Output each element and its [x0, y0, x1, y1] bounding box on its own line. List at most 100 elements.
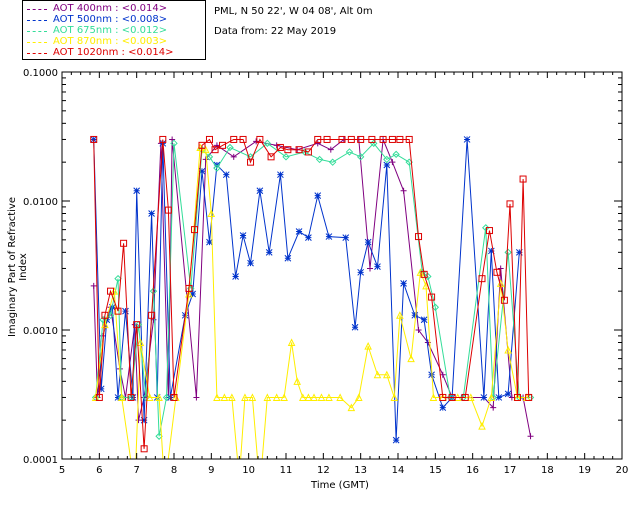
x-tick-label: 17 — [504, 465, 517, 476]
data-point — [253, 138, 260, 145]
data-point — [364, 238, 372, 246]
data-point — [97, 385, 105, 393]
legend-swatch — [27, 41, 47, 43]
data-point — [374, 263, 381, 270]
data-point — [149, 287, 158, 295]
data-point — [239, 232, 247, 239]
data-point — [106, 311, 115, 320]
data-point — [110, 287, 119, 295]
data-point — [213, 142, 220, 149]
data-point — [405, 135, 413, 143]
legend-swatch — [27, 19, 47, 21]
data-point — [114, 274, 122, 283]
data-point — [448, 393, 456, 401]
data-point — [198, 167, 206, 175]
data-point — [166, 394, 174, 401]
data-point — [162, 485, 168, 491]
data-point — [293, 377, 302, 385]
y-tick-label: 0.0100 — [23, 197, 58, 208]
data-point — [487, 393, 496, 401]
legend-label: AOT 1020nm : <0.014> — [53, 47, 174, 58]
data-point — [480, 394, 488, 401]
data-point — [415, 233, 423, 241]
data-point — [357, 268, 365, 276]
x-tick-label: 7 — [133, 465, 139, 476]
data-point — [338, 135, 346, 143]
data-point — [354, 393, 363, 401]
series-line — [95, 142, 531, 437]
data-point — [478, 421, 486, 430]
legend-swatch — [27, 52, 47, 54]
data-point — [487, 247, 495, 255]
legend-item: AOT 500nm : <0.008> — [27, 14, 167, 26]
data-point — [248, 393, 257, 401]
data-point — [519, 175, 527, 183]
data-point — [114, 394, 122, 401]
data-point — [482, 224, 490, 232]
x-tick-label: 20 — [616, 465, 629, 476]
data-point — [400, 279, 407, 287]
data-point — [345, 148, 354, 156]
data-point — [170, 139, 178, 148]
data-point — [485, 227, 493, 235]
x-tick-label: 13 — [354, 465, 367, 476]
legend-item: AOT 1020nm : <0.014> — [27, 47, 173, 59]
data-point — [265, 248, 273, 256]
data-point — [490, 404, 497, 411]
data-point — [101, 311, 109, 319]
data-point — [424, 272, 432, 281]
data-point — [304, 148, 312, 156]
data-point — [513, 393, 521, 401]
data-point — [411, 311, 419, 319]
x-tick-label: 18 — [541, 465, 554, 476]
data-point — [120, 239, 128, 247]
data-point — [145, 393, 154, 401]
data-point — [357, 135, 365, 143]
data-point — [230, 153, 237, 160]
data-point — [272, 393, 281, 401]
data-point — [382, 370, 391, 379]
legend-item: AOT 675nm : <0.012> — [27, 25, 167, 37]
data-point — [107, 287, 115, 295]
x-tick-label: 14 — [392, 465, 405, 476]
data-point — [211, 146, 219, 154]
data-point — [220, 393, 229, 401]
data-point — [198, 141, 206, 149]
data-point — [368, 135, 376, 143]
data-point — [287, 338, 296, 347]
legend-label: AOT 675nm : <0.012> — [53, 25, 168, 36]
data-point — [159, 135, 167, 143]
data-point — [230, 135, 238, 143]
data-point — [431, 303, 440, 311]
data-point — [205, 153, 214, 161]
data-point — [247, 158, 255, 166]
data-point — [347, 403, 356, 412]
legend: AOT 400nm : <0.014> AOT 500nm : <0.008> … — [22, 0, 206, 60]
y-tick-label: 0.0010 — [23, 326, 58, 337]
data-point — [228, 393, 236, 401]
data-point — [90, 282, 97, 289]
data-point — [239, 135, 247, 143]
data-point — [407, 354, 415, 363]
data-point — [392, 436, 400, 444]
data-point — [155, 393, 163, 401]
data-point — [277, 171, 284, 179]
data-point — [298, 393, 307, 401]
data-point — [280, 393, 288, 401]
x-tick-label: 8 — [171, 465, 177, 476]
data-point — [493, 268, 501, 276]
data-point — [390, 393, 399, 401]
data-point — [131, 321, 138, 328]
x-tick-label: 10 — [242, 465, 255, 476]
y-tick-label: 0.1000 — [23, 68, 58, 79]
data-point — [148, 311, 156, 319]
x-tick-label: 12 — [317, 465, 330, 476]
data-point — [205, 135, 213, 143]
legend-label: AOT 870nm : <0.003> — [53, 36, 168, 47]
x-axis-label: Time (GMT) — [311, 480, 369, 491]
date-info: Data from: 22 May 2019 — [214, 26, 337, 37]
data-point — [325, 393, 333, 401]
data-point — [256, 187, 264, 195]
data-point — [315, 155, 324, 164]
data-point — [388, 135, 396, 143]
